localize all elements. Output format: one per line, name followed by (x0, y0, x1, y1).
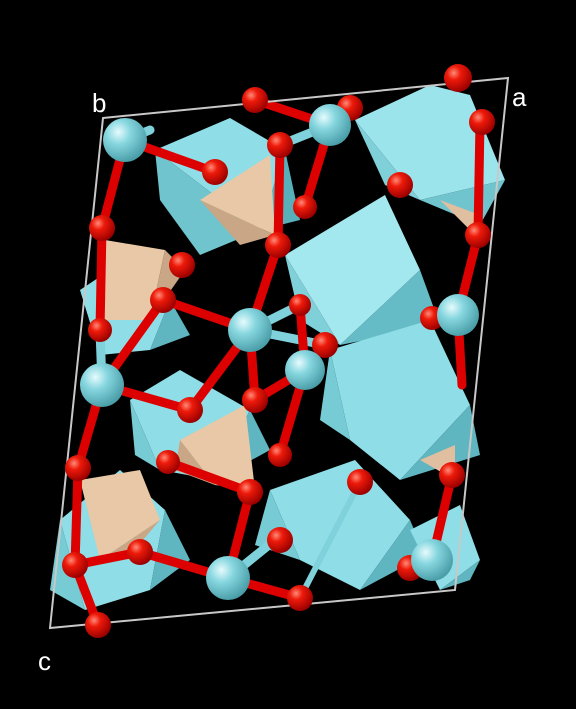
oxygen-atom (242, 387, 268, 413)
oxygen-atom (268, 443, 292, 467)
oxygen-atom (237, 479, 263, 505)
oxygen-atom (156, 450, 180, 474)
oxygen-atom (267, 132, 293, 158)
oxygen-atom (267, 527, 293, 553)
cation-atom (103, 118, 147, 162)
oxygen-atom (312, 332, 338, 358)
axis-label-c: c (38, 646, 51, 676)
cation-atom (411, 539, 453, 581)
unit-cell-outline (48, 76, 510, 630)
oxygen-atom (387, 172, 413, 198)
cation-atom (206, 556, 250, 600)
cation-atom (228, 308, 272, 352)
bond (473, 117, 485, 240)
oxygen-atom (469, 109, 495, 135)
oxygen-atom (89, 215, 115, 241)
axis-label-a: a (512, 82, 527, 112)
bond (163, 457, 255, 497)
oxygen-atom (127, 539, 153, 565)
cation-atoms-layer (80, 104, 479, 600)
axis-label-b: b (92, 88, 107, 118)
tetrahedron (80, 470, 160, 560)
cation-atom (437, 294, 479, 336)
oxygen-atom (444, 64, 472, 92)
oxygen-atom (85, 612, 111, 638)
bond (70, 463, 83, 570)
oxygen-atom (202, 159, 228, 185)
oxygen-atom (169, 252, 195, 278)
oxygen-atom (465, 222, 491, 248)
bond (95, 223, 107, 335)
oxygen-atom (150, 287, 176, 313)
oxygen-atom (265, 232, 291, 258)
oxygen-atom (289, 294, 311, 316)
cation-atom (80, 363, 124, 407)
cation-atom (309, 104, 351, 146)
oxygen-atom (177, 397, 203, 423)
octahedron (320, 320, 480, 480)
cation-atom (285, 350, 325, 390)
oxygen-atom (287, 585, 313, 611)
oxygen-atom (439, 462, 465, 488)
oxygen-atom (88, 318, 112, 342)
oxygen-atom (62, 552, 88, 578)
oxygen-atom (347, 469, 373, 495)
oxygen-atom (293, 195, 317, 219)
bond (273, 140, 285, 250)
oxygen-atoms-layer (62, 64, 495, 638)
bond (297, 479, 363, 601)
oxygen-atom (242, 87, 268, 113)
tetrahedron (200, 155, 275, 245)
oxygen-atom (65, 455, 91, 481)
